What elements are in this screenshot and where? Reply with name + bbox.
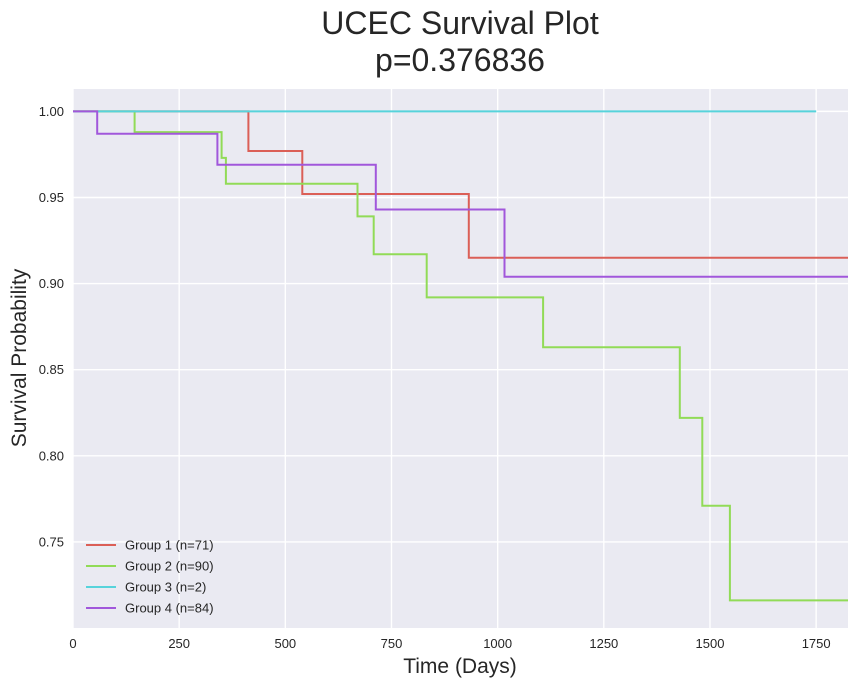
- series-line-group-1: [73, 110, 848, 259]
- chart-subtitle: p=0.376836: [375, 42, 545, 78]
- legend-entry: Group 2 (n=90): [125, 559, 214, 574]
- legend: Group 1 (n=71) Group 2 (n=90) Group 3 (n=2…: [86, 538, 214, 616]
- x-axis-label: Time (Days): [403, 655, 517, 678]
- x-tick-label: 1250: [589, 636, 618, 651]
- y-axis-label: Survival Probability: [8, 268, 31, 447]
- x-tick-label: 750: [381, 636, 403, 651]
- y-tick-label: 1.00: [39, 104, 64, 119]
- y-tick-label: 0.85: [39, 362, 64, 377]
- chart-title: UCEC Survival Plot: [321, 5, 599, 41]
- x-tick-label: 1000: [483, 636, 512, 651]
- y-tick-label: 0.75: [39, 534, 64, 549]
- plot-area: [73, 89, 848, 628]
- series-line-group-2: [73, 110, 848, 602]
- legend-entry: Group 1 (n=71): [125, 538, 214, 553]
- y-tick-label: 0.95: [39, 190, 64, 205]
- x-tick-label: 500: [274, 636, 296, 651]
- x-tick-label: 0: [69, 636, 76, 651]
- x-tick-label: 1500: [696, 636, 725, 651]
- x-axis-ticks: 0 250 500 750 1000 1250 1500 1750: [69, 636, 830, 651]
- x-tick-label: 250: [168, 636, 190, 651]
- y-axis-ticks: 0.75 0.80 0.85 0.90 0.95 1.00: [39, 104, 64, 550]
- series-lines: [73, 110, 848, 602]
- y-tick-label: 0.80: [39, 448, 64, 463]
- legend-entry: Group 3 (n=2): [125, 580, 206, 595]
- x-tick-label: 1750: [802, 636, 831, 651]
- legend-entry: Group 4 (n=84): [125, 601, 214, 616]
- y-tick-label: 0.90: [39, 276, 64, 291]
- series-line-group-4: [73, 110, 848, 278]
